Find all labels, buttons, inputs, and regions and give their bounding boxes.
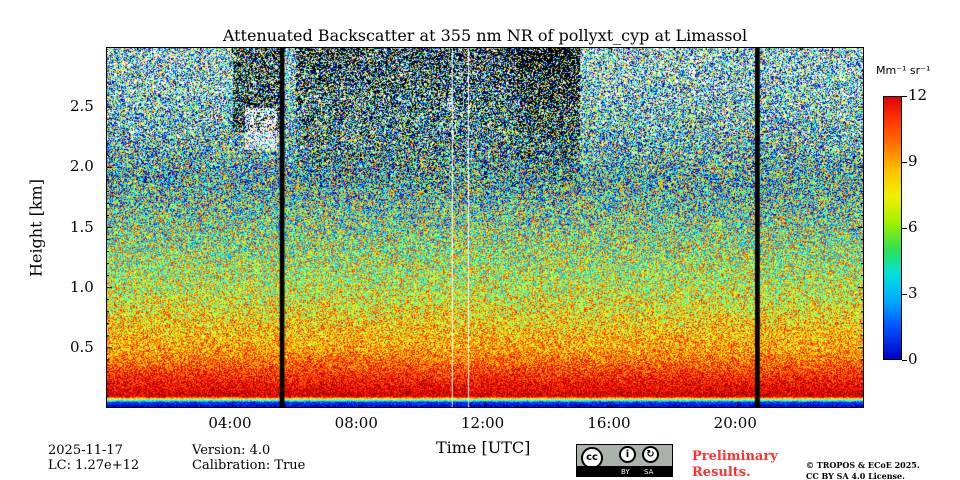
colorbar-unit: Mm⁻¹ sr⁻¹ bbox=[876, 64, 931, 77]
colorbar-tick bbox=[902, 360, 907, 361]
colorbar-tick-label: 6 bbox=[908, 218, 918, 236]
colorbar-tick-label: 3 bbox=[908, 284, 918, 302]
colorbar-tick-label: 12 bbox=[908, 86, 928, 104]
backscatter-heatmap bbox=[106, 47, 864, 408]
y-tick-label: 1.5 bbox=[70, 217, 94, 236]
attribution-person-icon: i bbox=[619, 446, 636, 463]
preliminary-results-note: Preliminary Results. bbox=[692, 449, 778, 480]
x-tick-label: 20:00 bbox=[713, 414, 757, 432]
colorbar-tick bbox=[902, 162, 907, 163]
colorbar-tick bbox=[902, 96, 907, 97]
date-label: 2025-11-17 bbox=[48, 443, 123, 458]
x-tick-label: 08:00 bbox=[334, 414, 378, 432]
colorbar-tick bbox=[902, 294, 907, 295]
chart-title: Attenuated Backscatter at 355 nm NR of p… bbox=[222, 26, 748, 45]
preliminary-line2: Results. bbox=[692, 465, 751, 480]
share-alike-icon: ↻ bbox=[642, 446, 659, 463]
calibration-label: Calibration: True bbox=[192, 458, 306, 473]
colorbar-tick-label: 9 bbox=[908, 152, 918, 170]
by-label: BY bbox=[621, 468, 630, 476]
copyright-line1: © TROPOS & ECoE 2025. bbox=[806, 460, 920, 470]
sa-label: SA bbox=[644, 468, 654, 476]
copyright-line2: CC BY SA 4.0 License. bbox=[806, 471, 905, 480]
preliminary-line1: Preliminary bbox=[692, 449, 778, 464]
x-axis-label: Time [UTC] bbox=[436, 438, 531, 457]
y-tick-label: 0.5 bbox=[70, 337, 94, 356]
plot-frame bbox=[106, 47, 864, 408]
x-tick-label: 04:00 bbox=[208, 414, 252, 432]
x-tick-label: 16:00 bbox=[587, 414, 631, 432]
lidar-constant-label: LC: 1.27e+12 bbox=[48, 458, 140, 473]
y-tick-label: 2.5 bbox=[70, 97, 94, 116]
y-axis-label: Height [km] bbox=[26, 179, 46, 277]
y-tick-label: 2.0 bbox=[70, 157, 94, 176]
axes-frame bbox=[106, 47, 864, 408]
cc-by-sa-license-badge: cc i ↻ BY SA bbox=[576, 444, 673, 477]
colorbar bbox=[883, 96, 902, 360]
version-label: Version: 4.0 bbox=[192, 443, 271, 458]
copyright-note: © TROPOS & ECoE 2025. CC BY SA 4.0 Licen… bbox=[806, 460, 920, 480]
y-tick-label: 1.0 bbox=[70, 277, 94, 296]
x-tick-label: 12:00 bbox=[461, 414, 505, 432]
colorbar-tick bbox=[902, 228, 907, 229]
colorbar-tick-label: 0 bbox=[908, 350, 918, 368]
plot-area bbox=[106, 47, 864, 408]
